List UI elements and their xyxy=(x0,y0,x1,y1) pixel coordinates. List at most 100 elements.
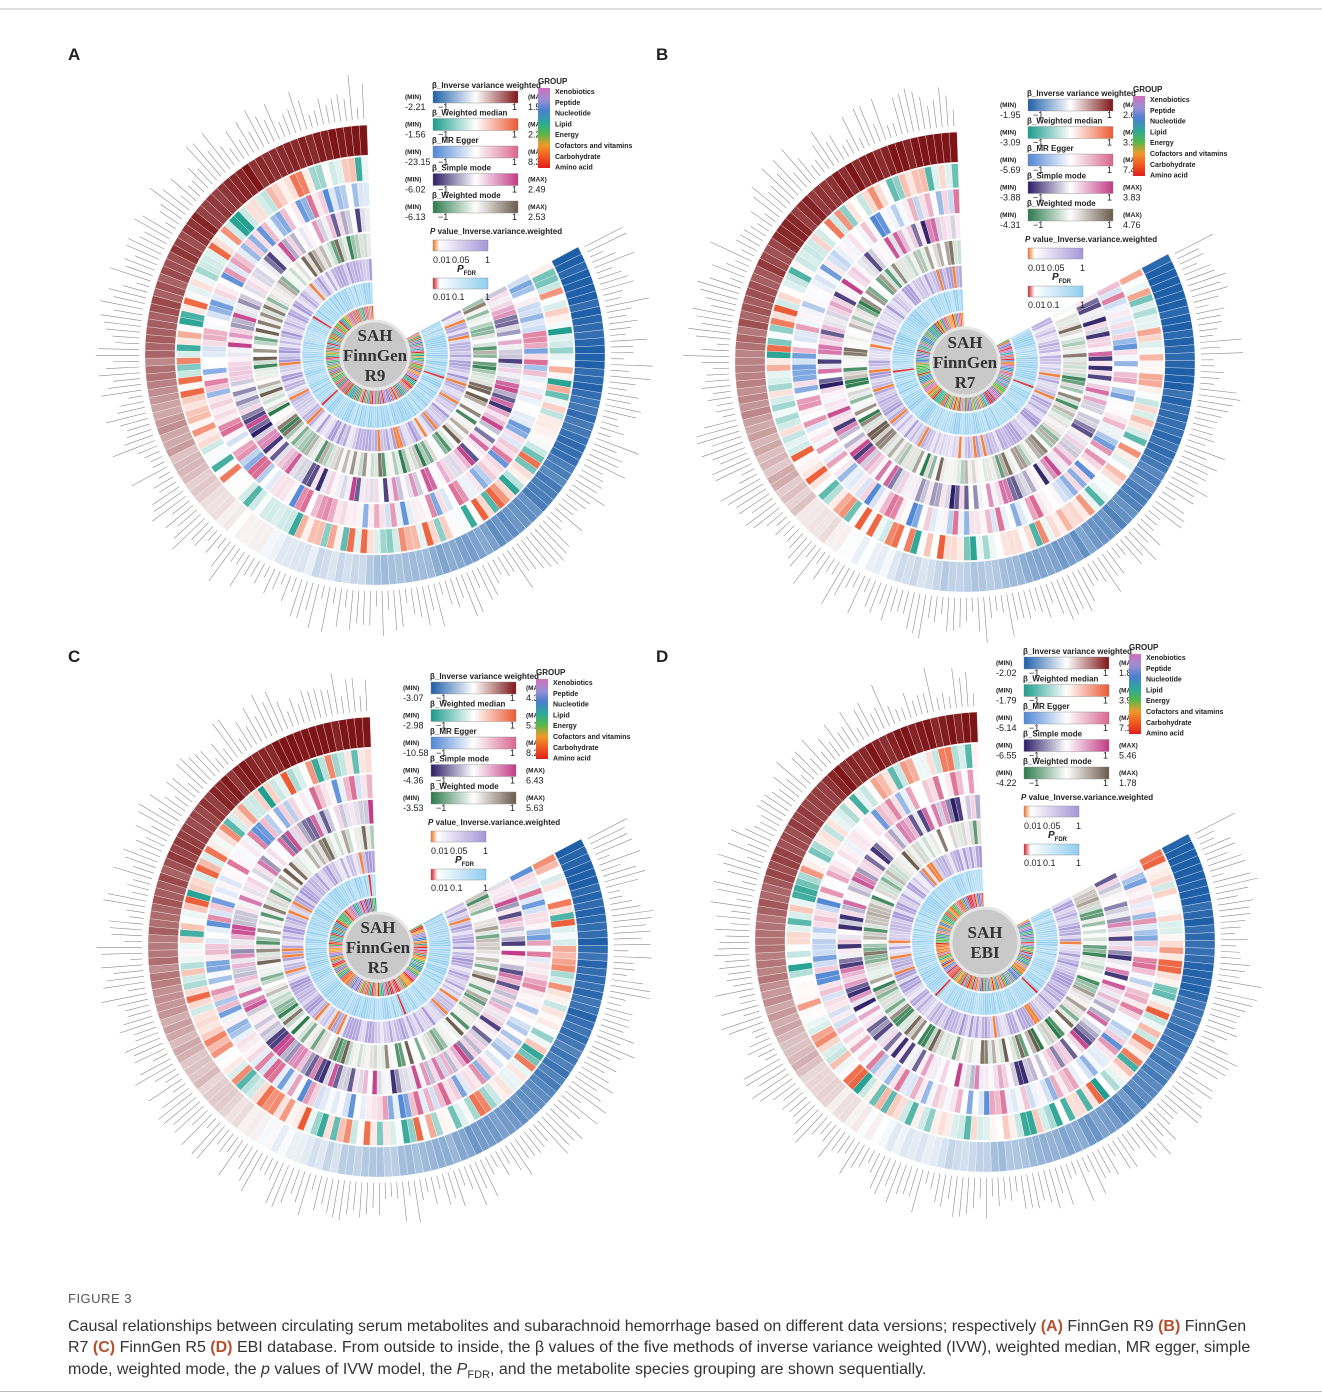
group-item: Peptide xyxy=(553,691,578,698)
heatmap-cell xyxy=(964,511,970,535)
p-tick: 0.01 xyxy=(433,255,451,265)
panel: BSAHFinnGenR7β_Inverse variance weighted… xyxy=(656,45,1243,643)
fdr-tick: 0.1 xyxy=(452,292,465,302)
heatmap-cell xyxy=(374,529,381,553)
heatmap-cell xyxy=(524,348,548,354)
heatmap-cell xyxy=(367,529,374,553)
legend-bar xyxy=(431,869,486,880)
min-value: -6.13 xyxy=(405,212,426,222)
heatmap-cell xyxy=(984,1016,987,1038)
scale-tick: 1 xyxy=(1107,138,1112,148)
legend-title: β_Weighted mode xyxy=(432,191,501,200)
heatmap-cell xyxy=(575,354,605,362)
heatmap-cell xyxy=(148,942,178,950)
heatmap-cell xyxy=(177,351,201,358)
group-item: Peptide xyxy=(1150,108,1175,115)
min-value: -1.95 xyxy=(1000,110,1021,120)
heatmap-cell xyxy=(376,1147,384,1177)
heatmap-cell xyxy=(1088,361,1112,366)
group-item: Lipid xyxy=(555,121,572,128)
group-item: Nucleotide xyxy=(555,111,591,118)
max-value: 4.76 xyxy=(1123,220,1141,230)
center-label: SAH xyxy=(948,333,983,352)
p-tick: 0.01 xyxy=(1028,263,1046,273)
heatmap-cell xyxy=(374,504,380,528)
fdr-tick: 0.1 xyxy=(450,883,463,893)
heatmap-cell xyxy=(975,1142,983,1172)
scale-tick: −1 xyxy=(438,212,448,222)
min-value: -1.56 xyxy=(405,130,426,140)
heatmap-cell xyxy=(148,950,178,958)
min-value: -3.07 xyxy=(403,693,424,703)
heatmap-cell xyxy=(963,562,971,592)
group-item: Peptide xyxy=(555,100,580,107)
group-item: Energy xyxy=(555,132,579,139)
legend-title: β_Inverse variance weighted xyxy=(432,81,541,90)
heatmap-cell xyxy=(578,938,608,946)
group-item: Amino acid xyxy=(1150,173,1188,180)
legend-title: β_Inverse variance weighted xyxy=(1027,89,1136,98)
min-value: -6.02 xyxy=(405,185,426,195)
legend-title: β_Weighted mode xyxy=(430,782,499,791)
heatmap-cell xyxy=(964,485,969,509)
heatmap-cell xyxy=(1139,361,1163,368)
min-value: -5.69 xyxy=(1000,165,1021,175)
p-tick: 1 xyxy=(1080,263,1085,273)
heatmap-cell xyxy=(380,529,387,553)
figure: ASAHFinnGenR9β_Inverse variance weighted… xyxy=(0,0,1322,1284)
heatmap-cell xyxy=(787,938,811,945)
heatmap-cell xyxy=(1108,936,1132,941)
heatmap-cell xyxy=(983,1142,991,1172)
min-value: -3.88 xyxy=(1000,193,1021,203)
min-label: (MIN) xyxy=(405,122,421,129)
scale-tick: 1 xyxy=(510,693,515,703)
legend-title: P value_Inverse.variance.weighted xyxy=(430,227,562,236)
legend-title: β_Weighted median xyxy=(1027,117,1103,126)
group-title: GROUP xyxy=(536,668,566,677)
heatmap-cell xyxy=(1108,941,1132,946)
heatmap-cell xyxy=(177,357,201,364)
heatmap-cell xyxy=(575,346,605,354)
legend-title: P value_Inverse.variance.weighted xyxy=(428,818,560,827)
center-label: SAH xyxy=(358,326,393,345)
heatmap-cell xyxy=(1114,355,1138,361)
heatmap-cell xyxy=(818,359,842,364)
scale-tick: −1 xyxy=(1033,220,1043,230)
min-label: (MIN) xyxy=(405,177,421,184)
heatmap-cell xyxy=(368,1147,376,1177)
min-value: -23.15 xyxy=(405,157,431,167)
heatmap-cell xyxy=(984,1091,990,1115)
fdr-tick: 0.01 xyxy=(433,292,451,302)
panel-label: B xyxy=(656,45,668,64)
heatmap-cell xyxy=(253,353,277,357)
legend-title: β_MR Egger xyxy=(1027,144,1074,153)
heatmap-cell xyxy=(957,536,964,560)
heatmap-cell xyxy=(843,360,867,364)
heatmap-cell xyxy=(735,357,765,365)
heatmap-cell xyxy=(256,945,280,949)
heatmap-cell xyxy=(1185,933,1215,941)
heatmap-cell xyxy=(767,364,791,371)
scale-tick: −1 xyxy=(436,803,446,813)
heatmap-cell xyxy=(377,998,380,1020)
heatmap-cell xyxy=(202,357,226,363)
heatmap-cell xyxy=(377,1121,384,1145)
group-item: Xenobiotics xyxy=(553,680,593,687)
p-tick: 0.01 xyxy=(431,846,449,856)
group-item: Energy xyxy=(553,723,577,730)
heatmap-cell xyxy=(374,453,378,477)
scale-tick: 1 xyxy=(512,157,517,167)
panel: DSAHEBIβ_Inverse variance weighted(MIN)(… xyxy=(656,643,1262,1218)
fdr-tick: 0.1 xyxy=(1047,300,1060,310)
max-value: 3.83 xyxy=(1123,193,1141,203)
heatmap-cell xyxy=(965,397,967,411)
group-item: Carbohydrate xyxy=(1150,162,1196,169)
center-label: SAH xyxy=(361,918,396,937)
heatmap-cell xyxy=(1134,941,1158,947)
heatmap-cell xyxy=(205,949,229,955)
center-label: R5 xyxy=(368,958,389,977)
heatmap-cell xyxy=(1159,934,1183,941)
min-value: -2.98 xyxy=(403,721,424,731)
legend-title: β_Weighted median xyxy=(430,700,506,709)
scale-tick: 1 xyxy=(1107,165,1112,175)
